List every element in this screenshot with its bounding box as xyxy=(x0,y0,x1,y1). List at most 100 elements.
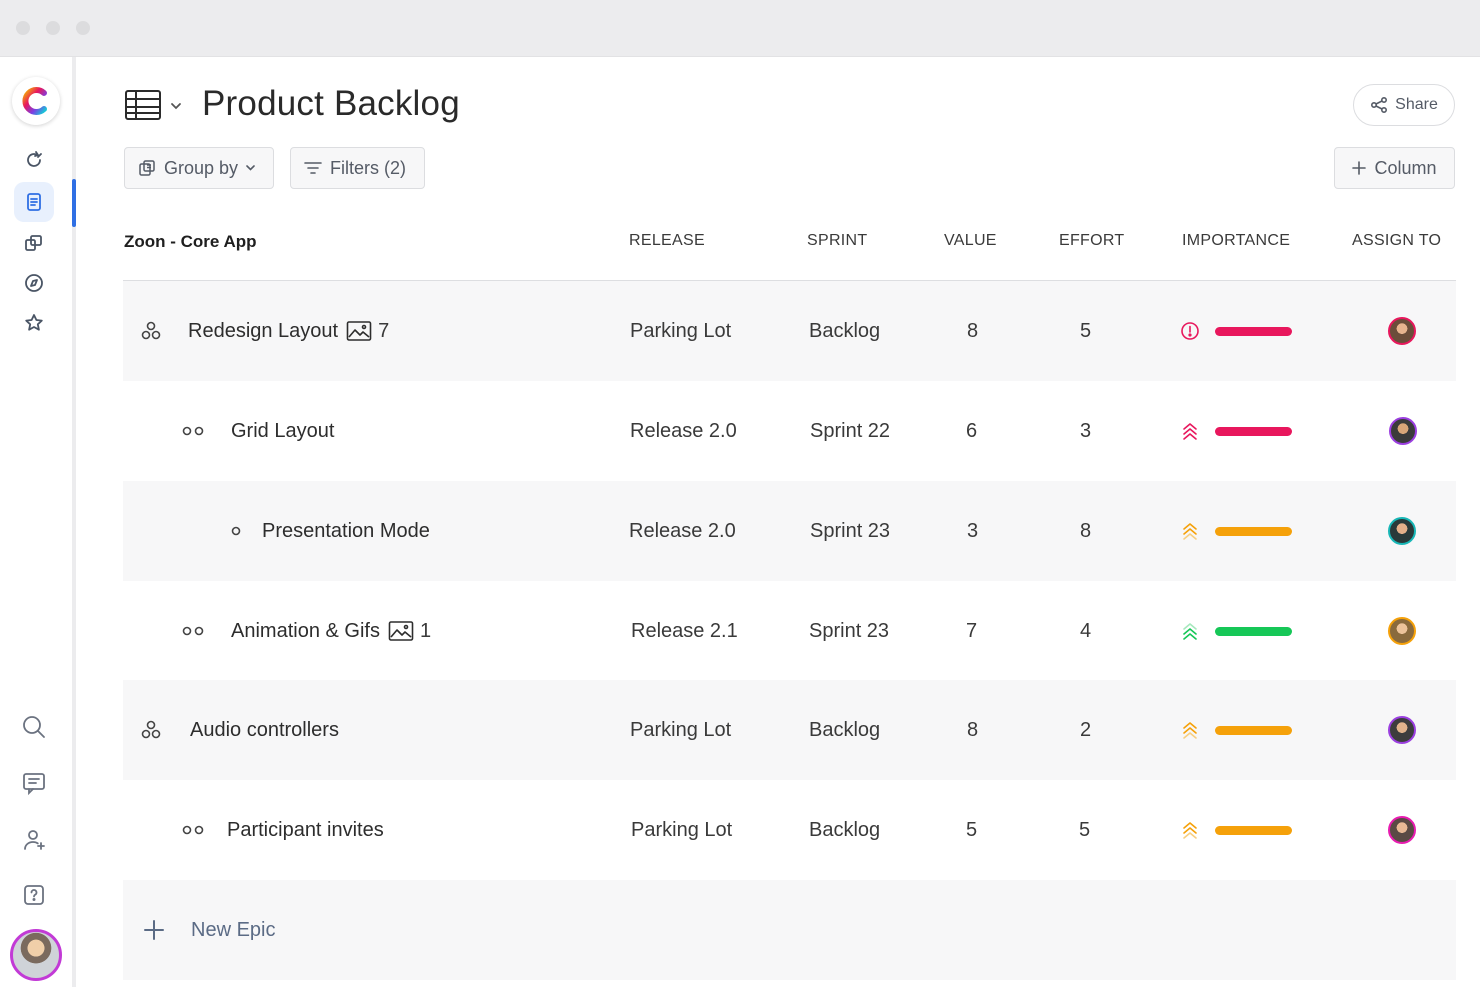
app-logo-icon[interactable] xyxy=(12,77,60,125)
share-button-label: Share xyxy=(1395,96,1438,113)
effort-cell[interactable]: 8 xyxy=(1080,519,1092,542)
filter-icon xyxy=(304,162,322,174)
sprint-cell[interactable]: Backlog xyxy=(809,319,881,342)
document-icon xyxy=(27,193,41,211)
assignee-cell[interactable] xyxy=(1388,581,1416,681)
column-header-importance[interactable]: IMPORTANCE xyxy=(1182,232,1291,249)
table-row[interactable]: Redesign Layout 7 Parking Lot Backlog 8 … xyxy=(123,281,1456,381)
sidebar-search[interactable] xyxy=(14,707,54,747)
table-row[interactable]: Audio controllers Parking Lot Backlog 8 … xyxy=(123,680,1456,780)
item-name[interactable]: Presentation Mode xyxy=(262,519,430,542)
importance-cell[interactable] xyxy=(1180,581,1292,681)
sprint-cell[interactable]: Backlog xyxy=(809,818,881,841)
value-cell[interactable]: 5 xyxy=(966,818,978,841)
assignee-avatar[interactable] xyxy=(1388,716,1416,744)
assignee-avatar[interactable] xyxy=(1388,317,1416,345)
importance-cell[interactable] xyxy=(1180,481,1292,581)
sprint-cell[interactable]: Sprint 23 xyxy=(810,519,891,542)
sidebar-item-favorites[interactable] xyxy=(14,303,54,343)
effort-cell[interactable]: 2 xyxy=(1080,718,1092,741)
triple-chevron-up-icon xyxy=(1183,623,1197,640)
table-view-icon[interactable] xyxy=(124,88,162,127)
column-header-effort[interactable]: EFFORT xyxy=(1059,232,1125,249)
sidebar-item-backlog[interactable] xyxy=(14,182,54,222)
value-cell[interactable]: 8 xyxy=(967,319,979,342)
help-icon xyxy=(24,885,44,905)
table-row[interactable]: Participant invites Parking Lot Backlog … xyxy=(123,780,1456,880)
column-header-sprint[interactable]: SPRINT xyxy=(807,232,868,249)
window-minimize-control[interactable] xyxy=(46,21,60,35)
add-column-button[interactable]: Column xyxy=(1334,147,1455,189)
assignee-cell[interactable] xyxy=(1388,281,1416,381)
window-close-control[interactable] xyxy=(16,21,30,35)
release-cell[interactable]: Release 2.0 xyxy=(629,519,736,542)
sidebar-item-boards[interactable] xyxy=(14,223,54,263)
stack-copy-icon xyxy=(25,235,42,251)
table-row[interactable]: Presentation Mode Release 2.0 Sprint 23 … xyxy=(123,481,1456,581)
importance-cell[interactable] xyxy=(1180,680,1292,780)
effort-cell[interactable]: 5 xyxy=(1079,818,1091,841)
effort-cell[interactable]: 3 xyxy=(1080,419,1092,442)
table-row[interactable]: Animation & Gifs 1 Release 2.1 Sprint 23… xyxy=(123,581,1456,681)
group-by-button[interactable]: Group by xyxy=(124,147,274,189)
column-header-assign-to[interactable]: ASSIGN TO xyxy=(1352,232,1442,249)
sidebar-item-dashboard[interactable] xyxy=(14,140,54,180)
effort-cell[interactable]: 5 xyxy=(1080,319,1092,342)
epic-level-icon xyxy=(139,680,163,780)
column-header-value[interactable]: VALUE xyxy=(944,232,997,249)
star-icon xyxy=(25,314,43,331)
importance-bar xyxy=(1215,725,1292,735)
table-row[interactable]: Grid Layout Release 2.0 Sprint 22 6 3 xyxy=(123,381,1456,481)
value-cell[interactable]: 6 xyxy=(966,419,978,442)
release-cell[interactable]: Release 2.1 xyxy=(631,619,738,642)
view-switch-chevron-down-icon[interactable] xyxy=(170,98,182,116)
value-cell[interactable]: 3 xyxy=(967,519,979,542)
sidebar-feedback[interactable] xyxy=(14,763,54,803)
filters-button[interactable]: Filters (2) xyxy=(290,147,425,189)
item-name[interactable]: Redesign Layout xyxy=(188,319,339,342)
group-stack-icon xyxy=(139,160,155,176)
assignee-cell[interactable] xyxy=(1388,680,1416,780)
current-user-avatar[interactable] xyxy=(10,929,62,981)
add-column-label: Column xyxy=(1374,157,1437,178)
item-name[interactable]: Grid Layout xyxy=(231,419,335,442)
assignee-avatar[interactable] xyxy=(1388,816,1416,844)
image-attachment-icon xyxy=(388,620,414,642)
sprint-cell[interactable]: Backlog xyxy=(809,718,881,741)
release-cell[interactable]: Parking Lot xyxy=(630,718,732,741)
assignee-avatar[interactable] xyxy=(1389,417,1417,445)
chat-message-icon xyxy=(23,773,45,796)
sprint-cell[interactable]: Sprint 23 xyxy=(809,619,890,642)
importance-cell[interactable] xyxy=(1180,780,1292,880)
release-cell[interactable]: Release 2.0 xyxy=(630,419,737,442)
item-name[interactable]: Audio controllers xyxy=(190,718,339,741)
importance-bar xyxy=(1215,526,1292,536)
new-epic-row[interactable]: New Epic xyxy=(123,880,1456,980)
new-epic-button[interactable]: New Epic xyxy=(191,918,276,941)
release-cell[interactable]: Parking Lot xyxy=(630,319,732,342)
sidebar-item-roadmap[interactable] xyxy=(14,263,54,303)
assignee-avatar[interactable] xyxy=(1388,617,1416,645)
window-zoom-control[interactable] xyxy=(76,21,90,35)
value-cell[interactable]: 7 xyxy=(966,619,978,642)
item-name[interactable]: Animation & Gifs xyxy=(231,619,380,642)
sidebar-help[interactable] xyxy=(14,875,54,915)
assignee-cell[interactable] xyxy=(1389,381,1417,481)
sidebar xyxy=(0,57,76,987)
column-header-release[interactable]: RELEASE xyxy=(629,232,705,249)
assignee-cell[interactable] xyxy=(1388,481,1416,581)
value-cell[interactable]: 8 xyxy=(967,718,979,741)
importance-cell[interactable] xyxy=(1180,281,1292,381)
assignee-cell[interactable] xyxy=(1388,780,1416,880)
assignee-avatar[interactable] xyxy=(1388,517,1416,545)
share-button[interactable]: Share xyxy=(1353,84,1455,126)
release-cell[interactable]: Parking Lot xyxy=(631,818,733,841)
sidebar-invite-user[interactable] xyxy=(14,820,54,860)
importance-cell[interactable] xyxy=(1180,381,1292,481)
item-name[interactable]: Participant invites xyxy=(227,818,384,841)
sprint-cell[interactable]: Sprint 22 xyxy=(810,419,891,442)
effort-cell[interactable]: 4 xyxy=(1080,619,1092,642)
window-title-bar xyxy=(0,0,1480,57)
feature-level-icon xyxy=(181,581,205,681)
importance-bar xyxy=(1215,426,1292,436)
